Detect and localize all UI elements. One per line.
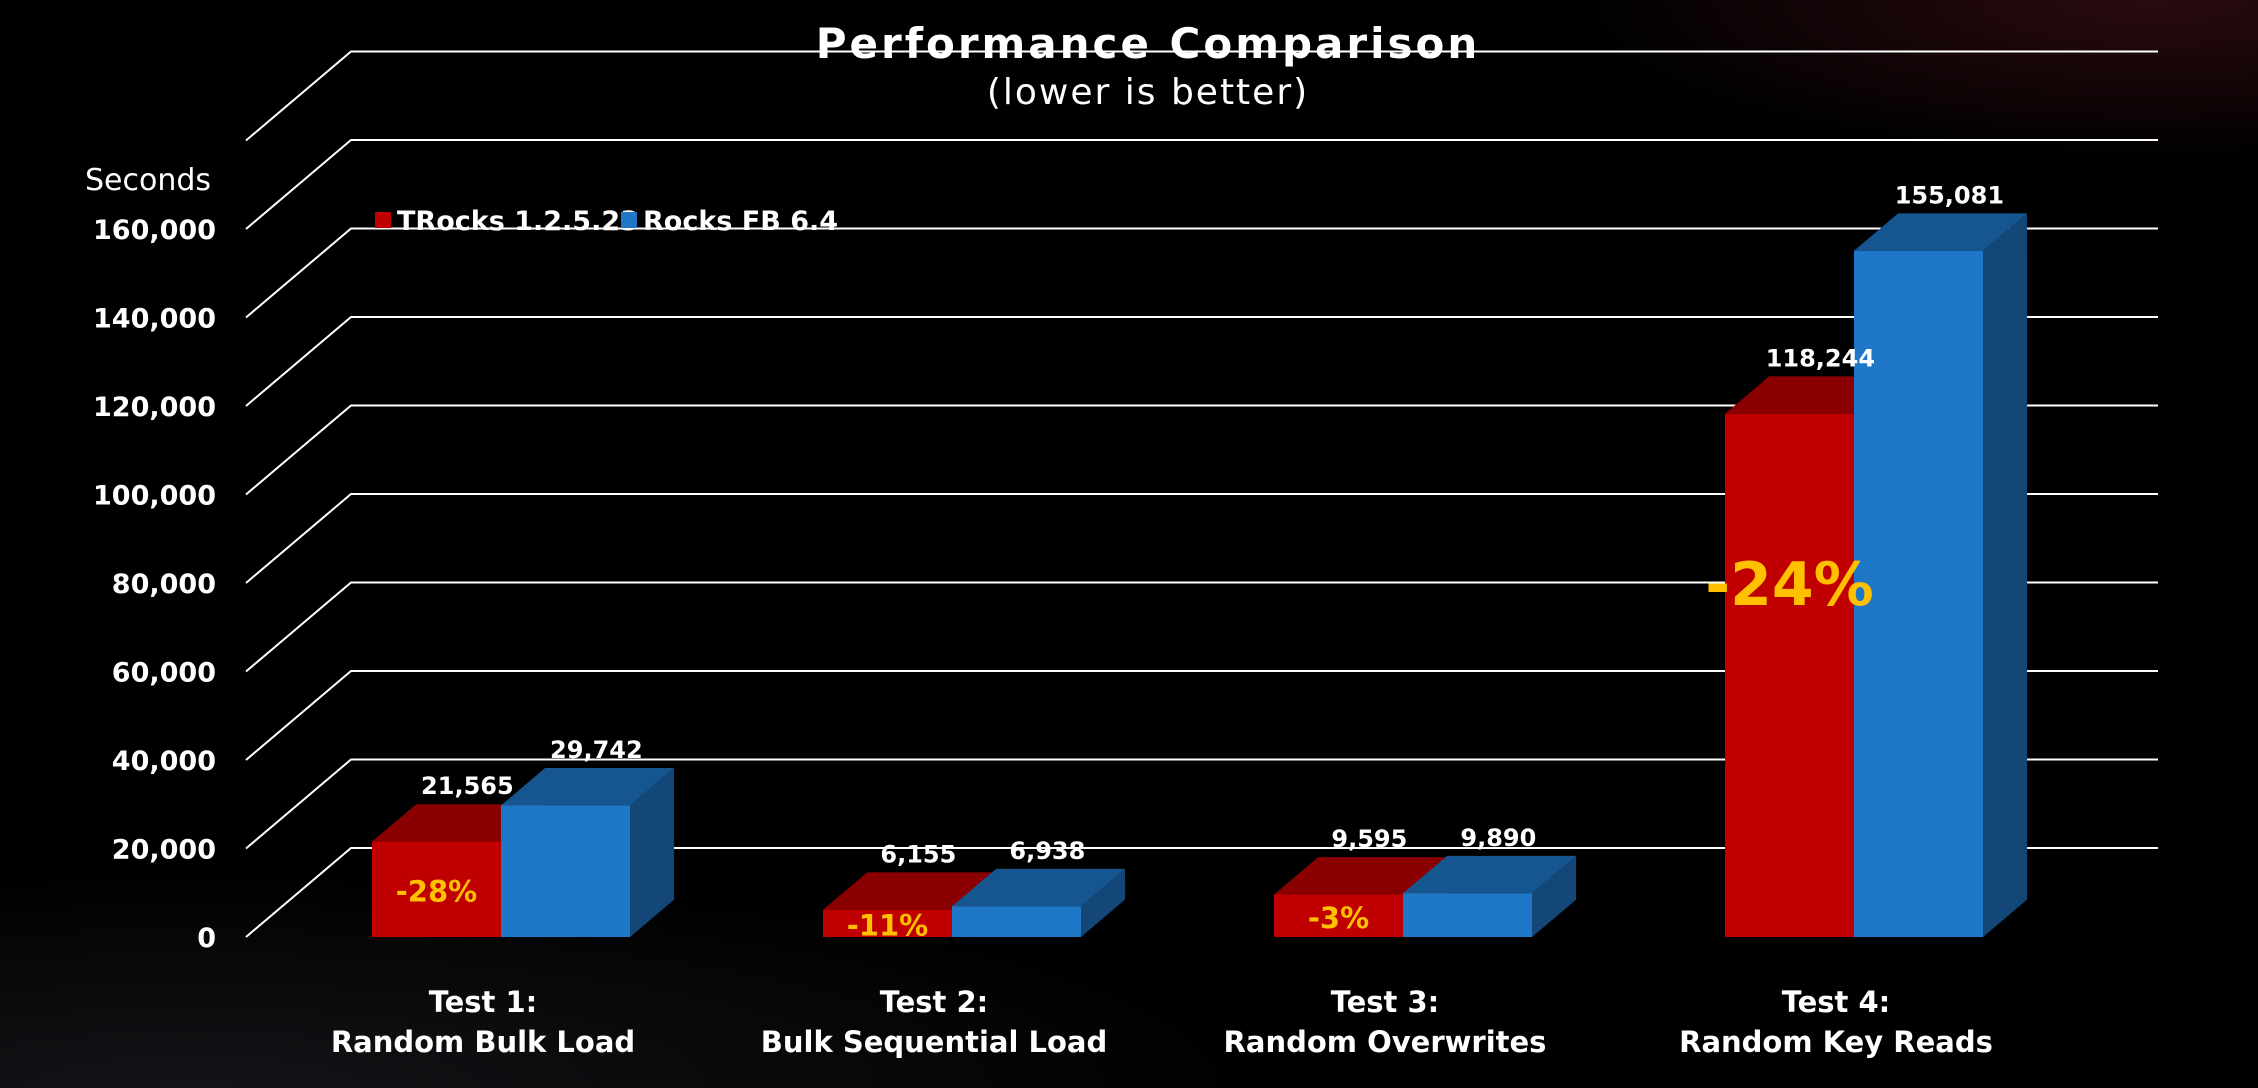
data-label: 9,595 <box>1331 825 1407 853</box>
y-tick-label: 60,000 <box>112 658 216 689</box>
y-tick-label: 100,000 <box>93 481 216 512</box>
bar-top <box>952 868 1126 907</box>
percent-annotation: -11% <box>847 908 928 942</box>
bar <box>1854 250 1983 937</box>
bar <box>1725 413 1854 938</box>
bar <box>823 909 952 937</box>
bar-top <box>1403 855 1577 894</box>
y-tick-label: 20,000 <box>112 835 216 866</box>
bar-top <box>1854 213 2028 251</box>
data-label: 118,244 <box>1766 344 1875 372</box>
y-tick-label: 0 <box>197 923 216 954</box>
bar-side <box>1983 213 2028 937</box>
y-tick-label: 120,000 <box>93 392 216 423</box>
data-label: 6,938 <box>1009 837 1085 865</box>
x-category-label: Bulk Sequential Load <box>761 1025 1108 1059</box>
bar-top <box>501 768 675 806</box>
gridline <box>245 50 2158 142</box>
bar-side <box>1532 855 1577 937</box>
data-label: 155,081 <box>1895 181 2004 209</box>
y-tick-label: 140,000 <box>93 304 216 335</box>
data-label: 29,742 <box>550 736 643 764</box>
gridline <box>245 581 2158 673</box>
bar-side <box>1081 868 1126 937</box>
x-category-label: Random Bulk Load <box>331 1025 635 1059</box>
chart-title: Performance Comparison <box>816 19 1481 68</box>
bar-top <box>823 872 997 910</box>
bar-layer <box>372 213 2028 938</box>
gridline <box>245 227 2158 319</box>
gridline <box>245 847 2158 938</box>
grid-layer <box>245 50 2158 938</box>
x-category-label: Test 1: <box>429 985 538 1019</box>
bar-side <box>630 768 675 937</box>
bar <box>1274 894 1403 937</box>
legend-label: Rocks FB 6.4 <box>643 206 838 237</box>
data-label: 21,565 <box>421 772 514 800</box>
legend-swatch <box>621 212 637 228</box>
percent-annotation: -24% <box>1705 550 1874 620</box>
legend-label: TRocks 1.2.5.23 <box>397 206 639 237</box>
percent-annotation: -28% <box>396 874 477 908</box>
y-tick-label: 80,000 <box>112 569 216 600</box>
data-label: 6,155 <box>880 840 956 868</box>
percent-annotation: -3% <box>1308 901 1369 935</box>
bar <box>501 805 630 937</box>
x-category-label: Random Key Reads <box>1679 1025 1993 1059</box>
x-category-label: Test 2: <box>880 985 989 1019</box>
gridline <box>245 493 2158 584</box>
y-axis-unit: Seconds <box>85 163 211 198</box>
x-category-label: Test 3: <box>1331 985 1440 1019</box>
bar <box>372 841 501 937</box>
data-label: 9,890 <box>1460 824 1536 852</box>
gridline <box>245 404 2158 496</box>
gridline <box>245 139 2158 230</box>
y-tick-label: 160,000 <box>93 215 216 246</box>
label-layer: 21,565 29,742 -28% Test 1: Random Bulk Load 6… <box>331 181 2004 1059</box>
bar <box>1403 893 1532 937</box>
legend: TRocks 1.2.5.23 Rocks FB 6.4 <box>375 206 838 237</box>
y-tick-label: 40,000 <box>112 746 216 777</box>
gridline <box>245 758 2158 850</box>
gridline <box>245 670 2158 761</box>
bar <box>952 906 1081 937</box>
bar-top <box>1274 857 1448 895</box>
chart-subtitle: (lower is better) <box>987 72 1309 113</box>
legend-swatch <box>375 212 391 228</box>
gridline <box>245 316 2158 407</box>
x-category-label: Random Overwrites <box>1224 1025 1547 1059</box>
y-tick-layer: 0 20,000 40,000 60,000 80,000 100,000 120,000 1… <box>93 215 216 954</box>
x-category-label: Test 4: <box>1782 985 1891 1019</box>
